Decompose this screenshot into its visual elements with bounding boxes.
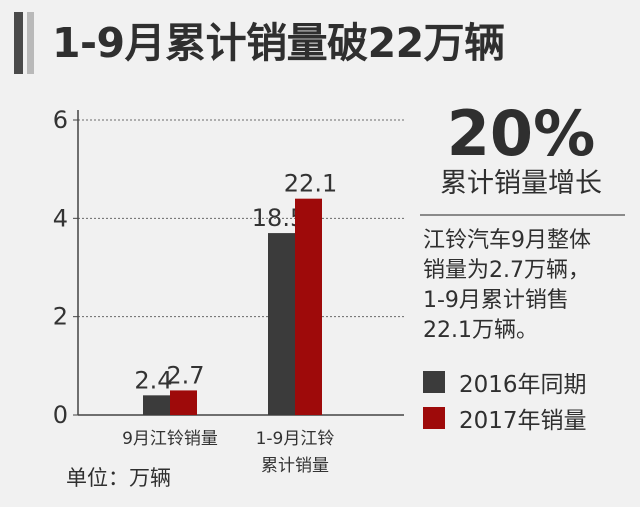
bar	[295, 198, 322, 415]
chart-legend: 2016年同期 2017年销量	[423, 364, 587, 436]
x-category-label: 1-9月江铃	[256, 429, 335, 449]
bar	[268, 233, 295, 415]
growth-label: 累计销量增长	[440, 168, 602, 199]
data-label: 22.1	[284, 170, 337, 198]
legend-item-2016: 2016年同期	[423, 364, 587, 400]
unit-label: 单位：万辆	[66, 466, 171, 490]
y-tick-label: 2	[53, 303, 68, 331]
summary-line: 江铃汽车9月整体	[423, 228, 591, 253]
y-tick-label: 6	[53, 106, 68, 134]
x-category-label: 9月江铃销量	[122, 429, 218, 449]
bar	[143, 395, 170, 415]
summary-line: 1-9月累计销售	[423, 288, 569, 313]
legend-label-2017: 2017年销量	[459, 408, 587, 434]
data-label: 2.7	[166, 361, 204, 389]
summary-text: 江铃汽车9月整体 销量为2.7万辆， 1-9月累计销售 22.1万辆。	[423, 226, 635, 346]
y-tick-label: 4	[53, 204, 68, 232]
x-category-label: 累计销量	[261, 456, 329, 476]
divider	[420, 214, 625, 216]
legend-swatch-2017	[423, 407, 445, 429]
legend-label-2016: 2016年同期	[459, 372, 587, 398]
y-tick-label: 0	[53, 401, 68, 429]
summary-line: 22.1万辆。	[423, 318, 538, 343]
title-accent-bar-light	[27, 12, 34, 74]
summary-line: 销量为2.7万辆，	[423, 258, 590, 283]
title-accent-bar-dark	[14, 12, 23, 74]
legend-item-2017: 2017年销量	[423, 400, 587, 436]
growth-percentage: 20%	[446, 97, 596, 170]
data-label: 2.4	[134, 366, 172, 394]
legend-swatch-2016	[423, 371, 445, 393]
bar	[170, 390, 197, 415]
page-title: 1-9月累计销量破22万辆	[52, 19, 505, 67]
